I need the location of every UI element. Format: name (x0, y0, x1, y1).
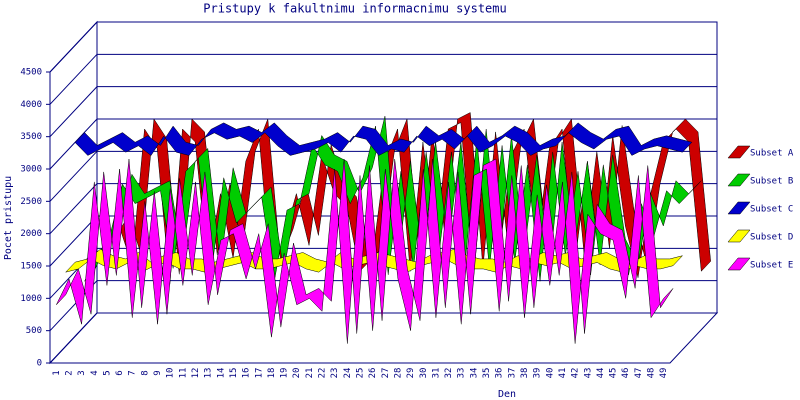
legend-label: Subset C (750, 205, 793, 215)
x-tick-label: 20 (292, 368, 302, 379)
x-tick-label: 43 (583, 368, 593, 379)
y-tick-label: 1500 (20, 262, 42, 272)
floor (48, 312, 719, 364)
x-tick-label: 16 (242, 368, 252, 379)
y-tick-label: 3000 (20, 165, 42, 175)
x-tick-label: 5 (102, 370, 112, 375)
x-tick-label: 11 (178, 368, 188, 379)
series-ribbon (74, 122, 693, 156)
legend-label: Subset D (750, 233, 793, 243)
x-tick-label: 6 (115, 370, 125, 375)
x-tick-label: 18 (267, 368, 277, 379)
x-tick-label: 22 (318, 368, 328, 379)
y-tick-label: 3500 (20, 132, 42, 142)
x-tick-label: 8 (140, 370, 150, 375)
legend-label: Subset E (750, 261, 793, 271)
x-tick-label: 19 (280, 368, 290, 379)
grid-line (49, 312, 717, 364)
x-tick-label: 48 (647, 368, 657, 379)
x-tick-label: 38 (520, 368, 530, 379)
x-tick-label: 7 (128, 370, 138, 375)
x-tick-label: 40 (545, 368, 555, 379)
x-tick-label: 29 (406, 368, 416, 379)
x-tick-label: 21 (305, 368, 315, 379)
x-tick-label: 42 (571, 368, 581, 379)
legend-label: Subset B (750, 177, 793, 187)
series-ribbon (56, 158, 674, 344)
x-tick-label: 25 (356, 368, 366, 379)
x-tick-label: 1 (52, 370, 62, 375)
y-tick-label: 1000 (20, 294, 42, 304)
x-tick-label: 44 (596, 368, 606, 379)
x-tick-label: 17 (254, 368, 264, 379)
x-tick-label: 32 (444, 368, 454, 379)
y-tick-label: 500 (26, 326, 42, 336)
x-tick-label: 31 (431, 368, 441, 379)
x-tick-label: 45 (609, 368, 619, 379)
y-tick-label: 4500 (20, 68, 42, 78)
grid-line (49, 118, 717, 170)
x-tick-label: 2 (64, 370, 74, 375)
y-tick-label: 2000 (20, 229, 42, 239)
grid-line (49, 53, 717, 105)
y-axis-label: Pocet pristupu (3, 176, 14, 260)
y-tick-label: 2500 (20, 197, 42, 207)
x-tick-label: 39 (533, 368, 543, 379)
x-tick-label: 26 (368, 368, 378, 379)
x-tick-label: 24 (343, 368, 353, 379)
x-axis-label: Den (498, 389, 516, 400)
x-tick-label: 23 (330, 368, 340, 379)
y-tick-label: 0 (37, 359, 42, 369)
legend-label: Subset A (750, 149, 794, 159)
legend-swatch (727, 201, 751, 215)
series-ribbon (93, 112, 711, 285)
legend-swatch (727, 173, 751, 187)
x-tick-label: 30 (419, 368, 429, 379)
left-wall (49, 20, 98, 365)
grid-line (49, 21, 717, 73)
x-tick-label: 10 (166, 368, 176, 379)
x-tick-label: 35 (482, 368, 492, 379)
x-tick-label: 12 (191, 368, 201, 379)
x-tick-label: 15 (229, 368, 239, 379)
x-tick-label: 14 (216, 368, 226, 379)
x-tick-label: 33 (457, 368, 467, 379)
chart-title: Pristupy k fakultnimu informacnimu syste… (203, 2, 506, 16)
legend-swatch (727, 257, 751, 271)
x-tick-label: 13 (204, 368, 214, 379)
x-tick-label: 46 (621, 368, 631, 379)
x-tick-label: 41 (558, 368, 568, 379)
x-tick-label: 34 (469, 368, 479, 379)
legend-swatch (727, 145, 751, 159)
x-tick-label: 28 (393, 368, 403, 379)
grid-line (49, 86, 717, 138)
x-tick-label: 49 (659, 368, 669, 379)
x-tick-label: 4 (90, 370, 100, 375)
x-tick-label: 37 (507, 368, 517, 379)
x-tick-label: 27 (381, 368, 391, 379)
y-tick-label: 4000 (20, 100, 42, 110)
legend-swatch (727, 229, 751, 243)
x-tick-label: 9 (153, 370, 163, 375)
x-tick-label: 36 (495, 368, 505, 379)
x-tick-label: 47 (634, 368, 644, 379)
x-tick-label: 3 (77, 370, 87, 375)
